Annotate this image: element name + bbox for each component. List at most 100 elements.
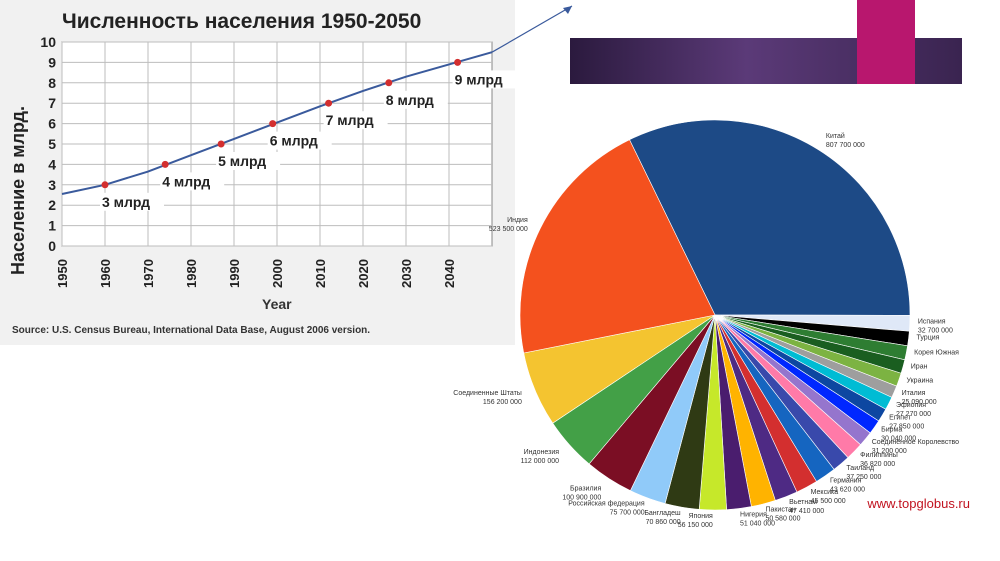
x-tick-label: 2000 <box>270 259 285 288</box>
milestone-label-bg <box>323 111 388 130</box>
milestone-label: 7 млрд <box>326 112 374 128</box>
y-tick-label: 3 <box>48 177 56 193</box>
milestone-label-bg <box>383 90 448 109</box>
y-tick-label: 9 <box>48 54 56 70</box>
pie-label-name: Индия <box>507 217 528 224</box>
pie-label-value: 807 700 000 <box>826 142 865 149</box>
pie-label-name: Испания <box>918 319 946 326</box>
pie-label-name: Мексика <box>811 489 839 496</box>
pie-label-name: Турция <box>917 335 940 342</box>
pie-label-value: 75 700 000 <box>610 509 645 516</box>
x-tick-label: 1970 <box>141 259 156 288</box>
pie-label-name: Бразилия <box>570 485 601 492</box>
decorative-accent-block <box>857 0 915 84</box>
pie-label-name: Пакистан <box>765 507 795 514</box>
pie-label-name: Филиппины <box>860 452 898 459</box>
line-chart-title: Численность населения 1950-2050 <box>62 10 421 33</box>
pie-label-value: 31 200 000 <box>872 448 907 455</box>
milestone-point <box>454 58 462 66</box>
x-axis-ticks: 1950 1960 1970 1980 1990 2000 2010 2020 2030 2040 <box>55 259 457 288</box>
pie-label-name: Нигерия <box>740 511 767 518</box>
pie-label-value: 70 860 000 <box>646 519 681 526</box>
y-tick-label: 8 <box>48 75 56 91</box>
pie-label-value: 112 000 000 <box>521 458 560 465</box>
pie-label-name: Вьетнам <box>789 499 817 506</box>
y-tick-label: 10 <box>40 34 56 50</box>
pie-label-name: Китай <box>826 132 845 140</box>
source-note: Source: U.S. Census Bureau, Internationa… <box>12 325 370 336</box>
milestone-label-bg <box>100 192 164 211</box>
pie-label-value: 51 040 000 <box>740 520 775 527</box>
pie-label-value: 50 580 000 <box>765 516 800 523</box>
milestone-point <box>269 120 277 128</box>
pie-label-value: 100 900 000 <box>562 494 601 501</box>
milestone-point <box>161 160 169 168</box>
pie-label-name: Украина <box>906 377 933 384</box>
pie-label-name: Соединенные Штаты <box>453 390 522 397</box>
milestone-point <box>385 79 393 87</box>
pie-label-value: 156 200 000 <box>483 399 522 406</box>
pie-label-name: Бирма <box>881 427 902 434</box>
milestone-label: 8 млрд <box>386 92 434 108</box>
x-tick-label: 1980 <box>184 259 199 288</box>
y-tick-label: 4 <box>48 156 56 172</box>
pie-label-name: Таиланд <box>846 465 874 472</box>
line-series <box>61 5 573 195</box>
pie-label-name: Соединённое Королевство <box>872 439 959 446</box>
pie-label-value: 25 090 000 <box>902 399 937 406</box>
pie-label-value: 32 700 000 <box>918 328 953 335</box>
pie-slice <box>629 119 911 316</box>
y-tick-label: 6 <box>48 116 56 132</box>
x-tick-label: 1990 <box>227 259 242 288</box>
pie-label-value: 45 500 000 <box>811 498 846 505</box>
y-axis-label: Население в млрд. <box>8 106 28 275</box>
milestone-label-bg <box>216 152 281 170</box>
pie-label-value: 27 270 000 <box>896 411 931 418</box>
pie-label-value: 30 040 000 <box>881 436 916 443</box>
y-tick-label: 2 <box>48 197 56 213</box>
pie-label-name: Египет <box>889 414 912 421</box>
pie-label-name: Бангладеш <box>644 510 681 517</box>
trend-arrowhead <box>563 6 572 14</box>
population-line-chart: Численность населения 1950-2050 0 1 2 3 4 5 6 7… <box>0 0 573 345</box>
milestone-point <box>217 140 225 148</box>
pie-label-value: 47 410 000 <box>789 508 824 515</box>
x-tick-label: 1960 <box>98 259 113 288</box>
milestone-point <box>325 99 333 107</box>
pie-label-name: Российская федерация <box>568 499 645 507</box>
milestone-label: 6 млрд <box>270 133 318 149</box>
y-tick-label: 0 <box>48 238 56 254</box>
x-tick-label: 2040 <box>442 259 457 288</box>
milestone-label: 9 млрд <box>455 71 503 87</box>
y-tick-label: 7 <box>48 95 56 111</box>
x-tick-label: 2020 <box>356 259 371 288</box>
y-tick-label: 1 <box>48 218 56 234</box>
milestone-label: 5 млрд <box>218 153 266 169</box>
source-watermark: www.topglobus.ru <box>867 496 970 511</box>
pie-label-name: Италия <box>902 390 926 397</box>
pie-label-name: Эфиопия <box>896 402 926 409</box>
milestone-label-bg <box>267 131 332 150</box>
pie-label-name: Корея Южная <box>914 349 959 356</box>
milestone-point <box>101 181 109 189</box>
y-tick-label: 5 <box>48 136 56 152</box>
pie-label-value: 56 150 000 <box>678 522 713 529</box>
x-axis-label: Year <box>262 296 292 312</box>
pie-label-name: Индонезия <box>524 449 560 456</box>
milestone-label: 3 млрд <box>102 194 150 210</box>
pie-label-name: Германия <box>830 477 862 484</box>
milestone-label-bg <box>452 70 517 89</box>
x-tick-label: 2030 <box>399 259 414 288</box>
pie-slice <box>519 139 716 354</box>
pie-label-name: Япония <box>688 513 713 520</box>
pie-label-name: Иран <box>911 364 928 371</box>
milestone-label: 4 млрд <box>162 173 210 189</box>
pie-label-value: 36 820 000 <box>860 461 895 468</box>
pie-label-value: 523 500 000 <box>489 226 528 233</box>
pie-label-value: 43 620 000 <box>830 486 865 493</box>
y-axis-ticks: 0 1 2 3 4 5 6 7 8 9 10 <box>40 34 56 254</box>
